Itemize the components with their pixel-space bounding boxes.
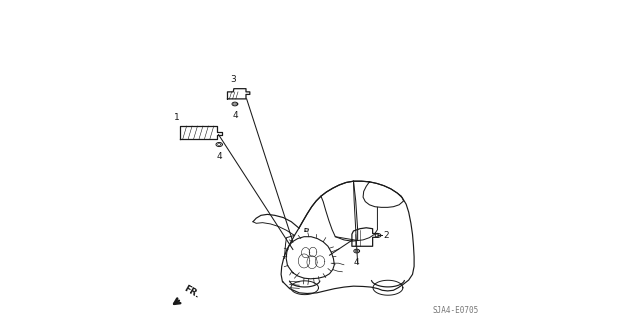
Text: 4: 4	[354, 258, 360, 267]
Text: 1: 1	[173, 113, 179, 122]
Text: 4: 4	[232, 111, 237, 120]
Text: 3: 3	[230, 75, 236, 84]
Text: FR.: FR.	[182, 284, 201, 300]
Text: SJA4-E0705: SJA4-E0705	[433, 306, 479, 315]
Text: 4: 4	[216, 152, 222, 161]
Text: 2: 2	[384, 231, 389, 240]
